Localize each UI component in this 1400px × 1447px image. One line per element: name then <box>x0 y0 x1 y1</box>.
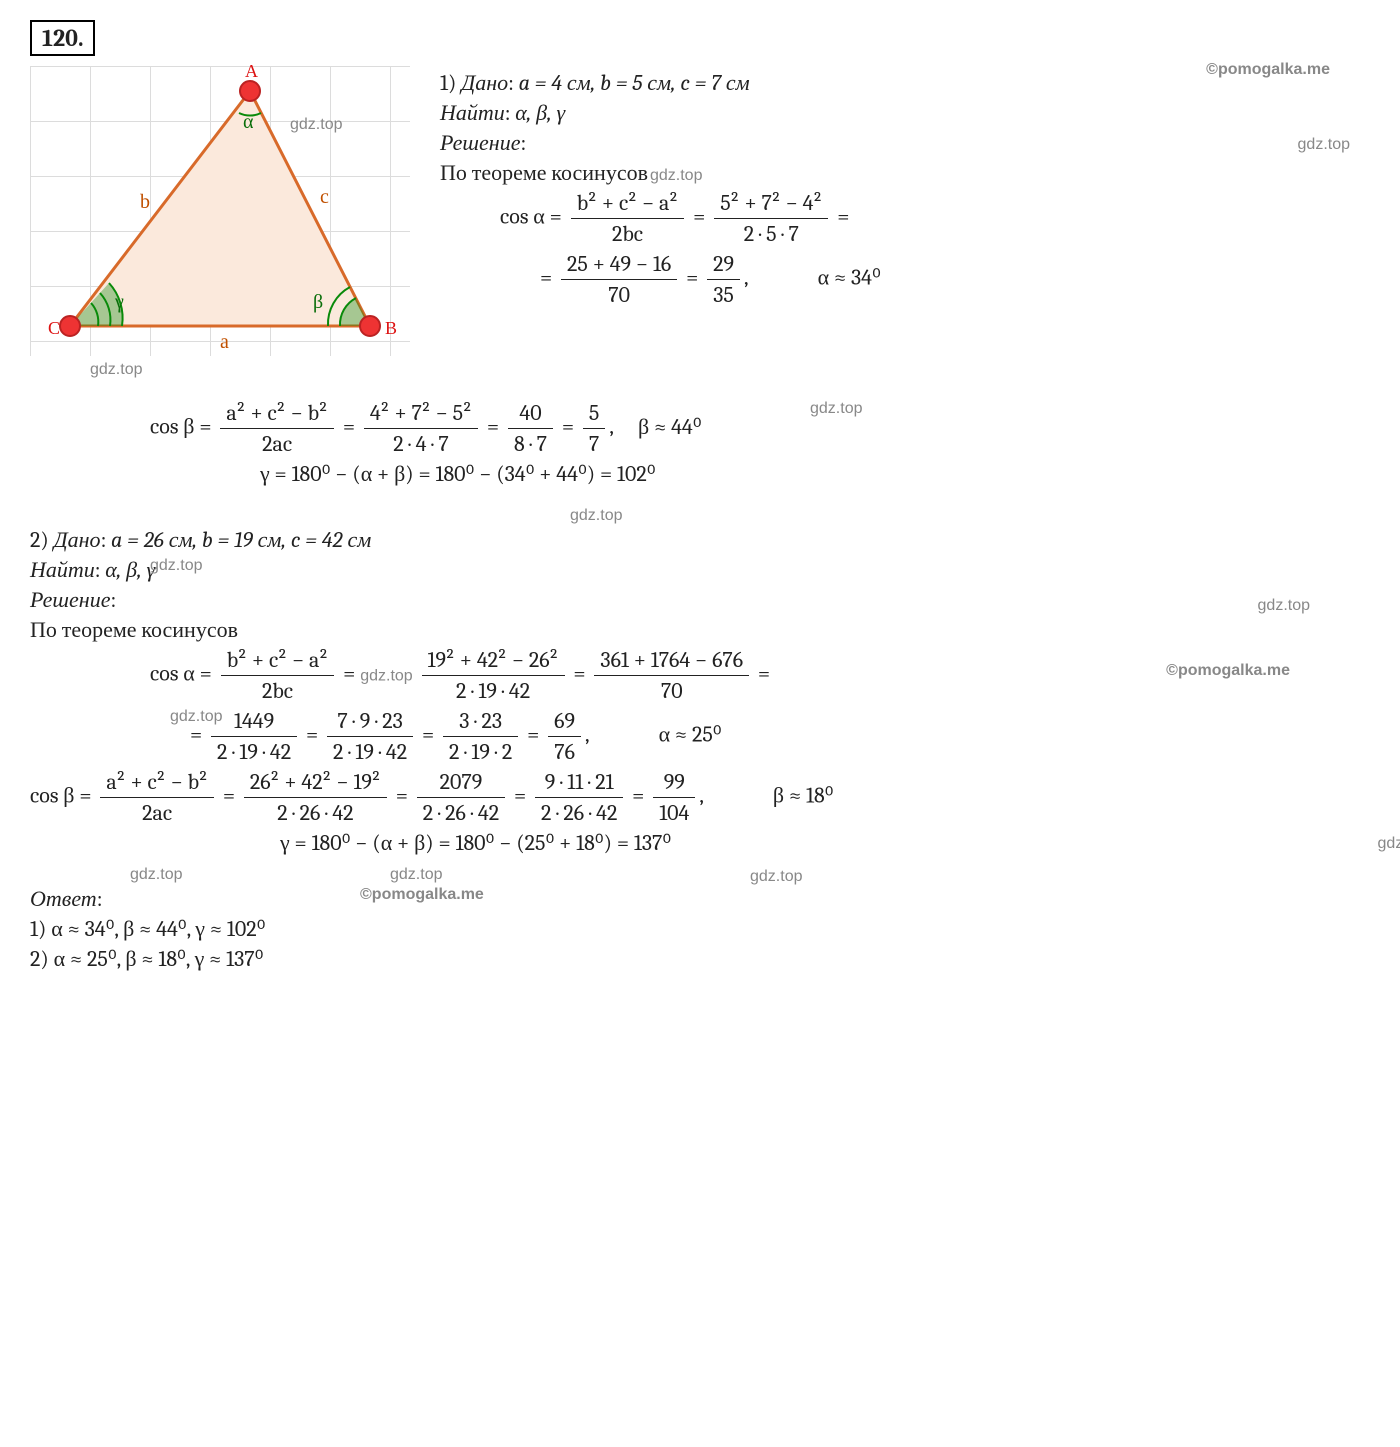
side-b-label: b <box>140 191 150 214</box>
p1-gamma: γ = 180⁰ − (α + β) = 180⁰ − (34⁰ + 44⁰) … <box>260 461 1370 487</box>
p2-given-text: a = 26 см, b = 19 см, c = 42 см <box>111 527 371 553</box>
wm-ans-a: gdz.top <box>130 866 182 884</box>
solution-label: Решение <box>440 130 520 156</box>
given-text: a = 4 см, b = 5 см, c = 7 см <box>519 70 750 96</box>
angle-gamma-label: γ <box>115 291 124 314</box>
find-label: Найти <box>440 100 505 126</box>
given-label: Дано <box>461 70 508 96</box>
angle-beta-label: β <box>313 291 323 314</box>
angle-alpha-label: α <box>243 111 253 134</box>
p2-theorem: По теореме косинусов <box>30 617 1370 643</box>
part1-text: 1) Дано: a = 4 см, b = 5 см, c = 7 см На… <box>440 66 1370 312</box>
p1-cos-alpha-line1: cos α = b² + c² − a²2bc = 5² + 7² − 4²2 … <box>500 190 1370 247</box>
wm-fig-2: gdz.top <box>90 361 142 379</box>
p2-gamma: γ = 180⁰ − (α + β) = 180⁰ − (25⁰ + 18⁰) … <box>280 830 1370 856</box>
wm-p2-c: gdz.top <box>750 868 802 886</box>
part-1: ©pomogalka.me <box>30 66 1370 487</box>
problem-number: 120. <box>30 20 95 56</box>
vertex-a-label: A <box>245 61 258 82</box>
find-text: α, β, γ <box>515 100 565 126</box>
vertex-c-label: C <box>48 318 60 339</box>
p2-find-label: Найти <box>30 557 95 583</box>
p2-solution-label: Решение <box>30 587 110 613</box>
p2-find-text: α, β, γ <box>105 557 155 583</box>
vertex-b-label: B <box>385 318 397 339</box>
wm-p2-top: gdz.top <box>570 507 622 525</box>
side-a-label: a <box>220 331 229 354</box>
p2-cos-alpha-l2: gdz.top = 14492 · 19 · 42 = 7 · 9 · 232 … <box>190 708 1370 765</box>
theorem-text: По теореме косинусовgdz.top <box>440 160 1370 186</box>
answer-block: gdz.top gdz.top ©pomogalka.me Ответ: 1) … <box>30 886 1370 972</box>
triangle-svg <box>30 66 410 356</box>
p1-cos-alpha-line2: = 25 + 49 − 1670 = 2935, α ≈ 34⁰ <box>540 251 1370 308</box>
p2-cos-alpha-l1: cos α = b² + c² − a²2bc = gdz.top 19² + … <box>150 647 1370 704</box>
p2-cos-beta: cos β = a² + c² − b²2ac = 26² + 42² − 19… <box>30 769 1370 826</box>
wm-ans-b: gdz.top <box>390 866 442 884</box>
answer-line-1: 1) α ≈ 34⁰, β ≈ 44⁰, γ ≈ 102⁰ <box>30 916 1370 942</box>
p2-given-label: Дано <box>54 527 101 553</box>
part-2: gdz.top 2) Дано: a = 26 см, b = 19 см, c… <box>30 527 1370 856</box>
side-c-label: c <box>320 186 329 209</box>
p1-cos-beta: cos β = a² + c² − b²2ac = 4² + 7² − 5²2 … <box>150 400 1370 457</box>
answer-line-2: 2) α ≈ 25⁰, β ≈ 18⁰, γ ≈ 137⁰ <box>30 946 1370 972</box>
triangle-figure: A B C b c a α β γ gdz.top gdz.top <box>30 66 410 396</box>
answer-label: Ответ <box>30 886 97 912</box>
